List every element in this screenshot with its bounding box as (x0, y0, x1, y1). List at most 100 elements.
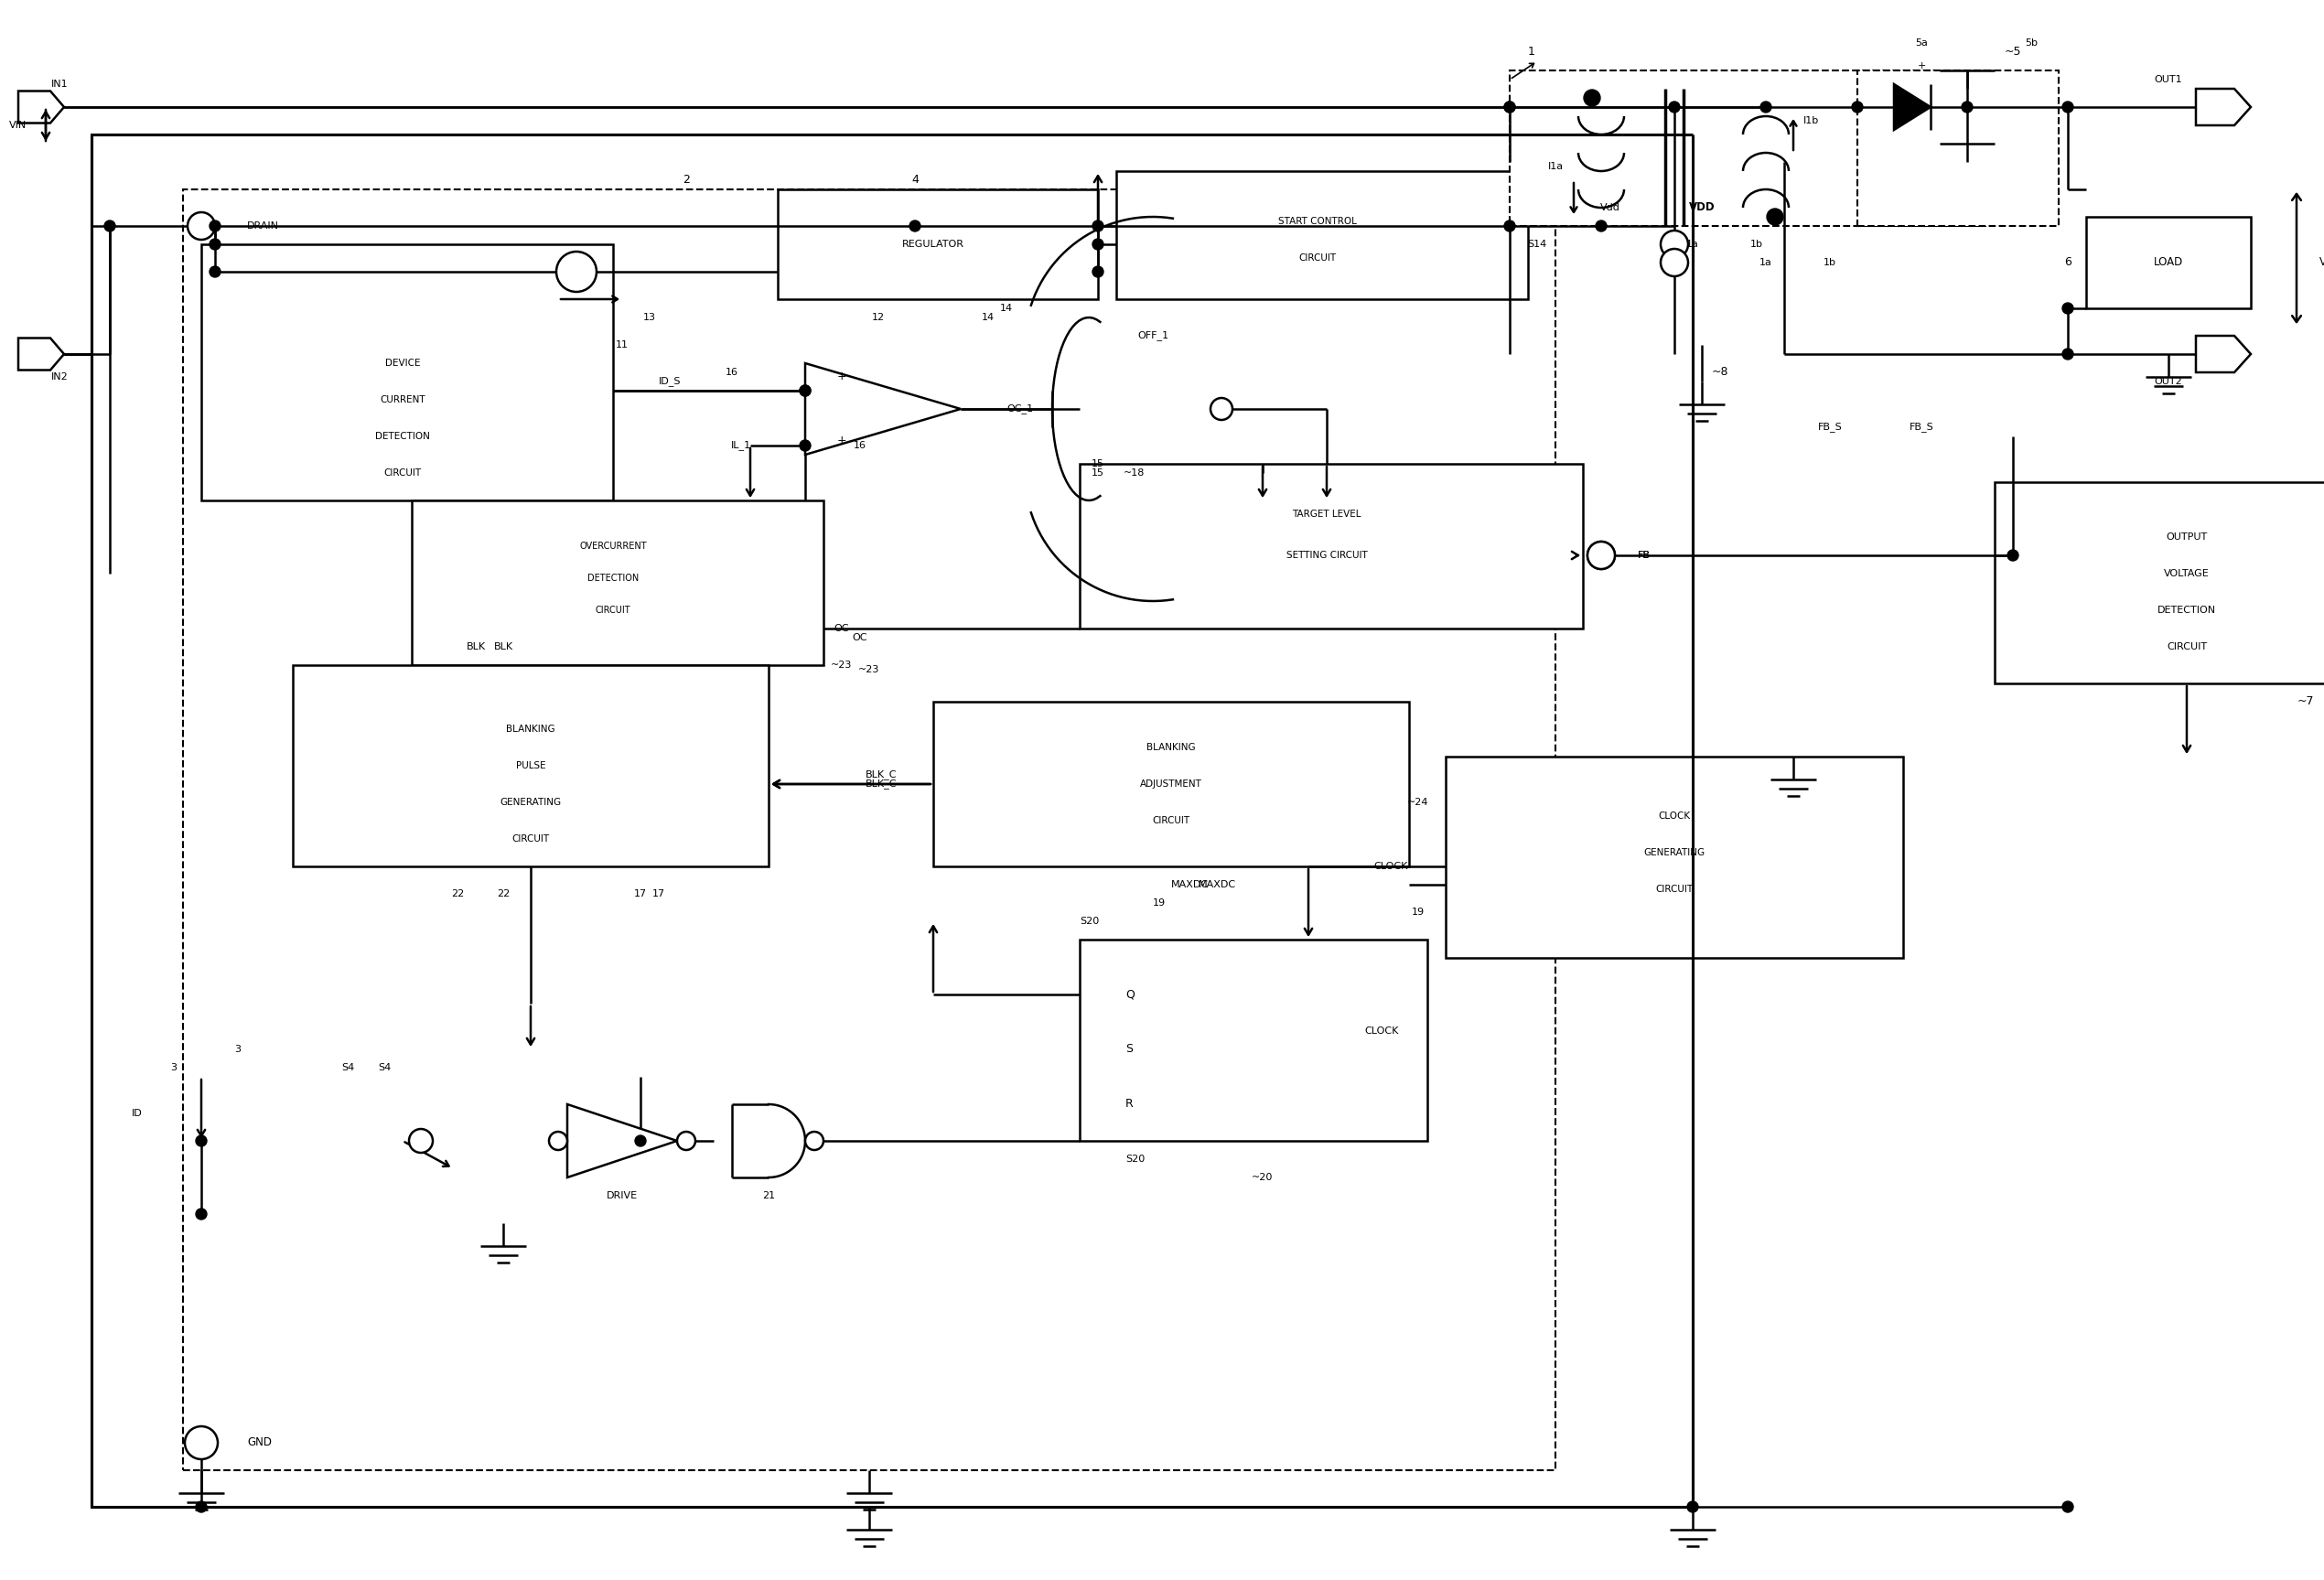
Bar (2087, 216, 2252, 308)
Circle shape (1092, 221, 1104, 231)
Text: SETTING CIRCUIT: SETTING CIRCUIT (1285, 551, 1367, 559)
Circle shape (2061, 101, 2073, 112)
Text: BLANKING: BLANKING (507, 725, 555, 733)
Text: +: + (837, 371, 846, 382)
Text: IN2: IN2 (51, 373, 67, 381)
Circle shape (209, 239, 221, 250)
Text: OUT1: OUT1 (2154, 74, 2182, 84)
Text: 22: 22 (497, 890, 509, 899)
Circle shape (1669, 101, 1680, 112)
Text: GENERATING: GENERATING (500, 798, 562, 807)
Text: 19: 19 (1411, 907, 1425, 916)
Text: S4: S4 (342, 1063, 353, 1073)
Text: 17: 17 (653, 890, 665, 899)
Circle shape (1597, 221, 1606, 231)
Text: 1a: 1a (1687, 240, 1699, 248)
Text: 1b: 1b (1824, 258, 1836, 267)
Bar (934, 702, 1408, 866)
Text: I1a: I1a (1548, 161, 1564, 171)
Text: VIN: VIN (9, 120, 28, 130)
Circle shape (1662, 248, 1687, 276)
Text: FB_S: FB_S (1817, 422, 1843, 433)
Circle shape (1504, 221, 1515, 231)
Text: S4: S4 (379, 1063, 390, 1073)
Text: I1b: I1b (1803, 117, 1820, 125)
Circle shape (555, 251, 597, 292)
Circle shape (186, 1427, 218, 1460)
Text: ADJUSTMENT: ADJUSTMENT (1141, 779, 1202, 788)
Text: ~8: ~8 (1713, 367, 1729, 378)
Text: OC: OC (834, 624, 848, 634)
Text: CIRCUIT: CIRCUIT (1299, 253, 1336, 262)
Text: 19: 19 (1153, 899, 1167, 907)
Text: CIRCUIT: CIRCUIT (595, 605, 630, 615)
Text: ID: ID (132, 1109, 142, 1119)
Text: 14: 14 (981, 313, 995, 322)
Circle shape (1587, 542, 1615, 569)
Text: DRIVE: DRIVE (607, 1191, 637, 1201)
Circle shape (2061, 303, 2073, 314)
Circle shape (1504, 101, 1515, 112)
Text: 11: 11 (616, 340, 627, 349)
Circle shape (804, 1131, 823, 1150)
Text: 1a: 1a (1759, 258, 1773, 267)
Text: BLK_C: BLK_C (865, 779, 897, 788)
Text: 5a: 5a (1915, 38, 1929, 47)
Circle shape (195, 1136, 207, 1147)
Polygon shape (1894, 84, 1931, 130)
Text: CIRCUIT: CIRCUIT (511, 834, 548, 844)
Polygon shape (19, 338, 65, 370)
Text: BLK: BLK (493, 641, 514, 651)
Text: 21: 21 (762, 1191, 774, 1201)
Bar (411, 501, 823, 665)
Text: S20: S20 (1081, 916, 1099, 926)
Text: 4: 4 (911, 174, 918, 186)
Text: CLOCK: CLOCK (1364, 1027, 1399, 1035)
Circle shape (1766, 209, 1783, 224)
Text: BLK_C: BLK_C (865, 769, 897, 781)
Circle shape (548, 1131, 567, 1150)
Text: TARGET LEVEL: TARGET LEVEL (1292, 510, 1362, 518)
Circle shape (1587, 542, 1615, 569)
Text: 15: 15 (1092, 460, 1104, 468)
Circle shape (1687, 1501, 1699, 1512)
Text: OUTPUT: OUTPUT (2166, 532, 2208, 542)
Text: ~24: ~24 (1408, 798, 1429, 807)
Text: 17: 17 (634, 890, 646, 899)
Bar (202, 245, 614, 501)
Circle shape (1092, 239, 1104, 250)
Text: DETECTION: DETECTION (374, 431, 430, 441)
Circle shape (409, 1130, 432, 1153)
Text: 3: 3 (235, 1044, 242, 1054)
Text: 12: 12 (872, 313, 885, 322)
Text: 3: 3 (170, 1063, 177, 1073)
Text: +: + (1917, 62, 1927, 71)
Text: START CONTROL: START CONTROL (1278, 216, 1357, 226)
Circle shape (1961, 101, 1973, 112)
Text: LOAD: LOAD (2154, 256, 2182, 269)
Circle shape (105, 221, 116, 231)
Polygon shape (2196, 337, 2252, 373)
Text: Q: Q (1125, 989, 1134, 1000)
Text: CIRCUIT: CIRCUIT (383, 468, 421, 477)
Text: DETECTION: DETECTION (588, 574, 639, 583)
Text: CIRCUIT: CIRCUIT (2166, 641, 2208, 651)
Text: CLOCK: CLOCK (1373, 861, 1408, 871)
Polygon shape (567, 1104, 676, 1177)
Text: S: S (1125, 1043, 1132, 1055)
Bar (293, 665, 769, 866)
Circle shape (1211, 398, 1232, 420)
Text: S14: S14 (1527, 240, 1548, 248)
Text: 1b: 1b (1750, 240, 1764, 248)
Text: 14: 14 (999, 303, 1013, 313)
Text: DRAIN: DRAIN (246, 221, 279, 231)
Text: FB: FB (1638, 551, 1650, 559)
Text: 15: 15 (1092, 468, 1104, 477)
Bar (1994, 482, 2324, 684)
Text: OC: OC (853, 634, 867, 641)
Text: VOLTAGE: VOLTAGE (2164, 569, 2210, 578)
Circle shape (1583, 90, 1601, 106)
Text: CIRCUIT: CIRCUIT (1153, 817, 1190, 825)
Circle shape (2061, 1501, 2073, 1512)
Text: ~7: ~7 (2296, 695, 2315, 708)
